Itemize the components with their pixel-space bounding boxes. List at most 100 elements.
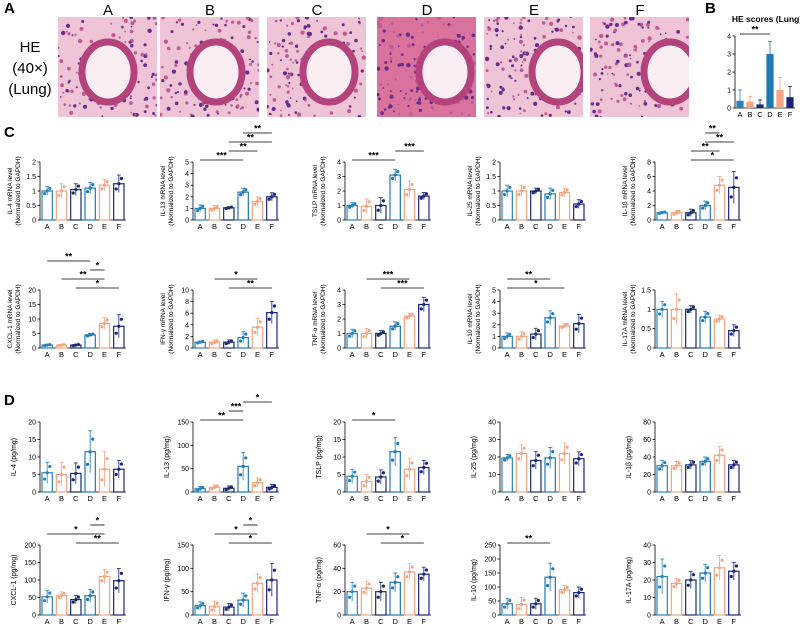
significance-label: ***	[231, 402, 242, 412]
data-point	[88, 594, 92, 598]
data-point	[577, 202, 581, 206]
data-point	[672, 317, 676, 321]
data-point	[117, 182, 121, 186]
y-tick-label: 5	[337, 472, 341, 479]
significance-label: **	[751, 25, 759, 35]
data-point	[720, 315, 724, 319]
data-point	[212, 340, 217, 344]
data-point	[574, 327, 578, 331]
data-point	[71, 478, 75, 482]
data-point	[732, 329, 736, 333]
x-tick-label: B	[364, 617, 369, 626]
significance-label: *	[711, 151, 715, 161]
x-tick-label: C	[378, 222, 384, 231]
data-point	[201, 601, 205, 606]
data-point	[502, 336, 507, 341]
y-tick-label: 1	[727, 88, 731, 95]
x-tick-label: B	[59, 617, 64, 626]
data-point	[660, 307, 664, 311]
y-tick-label: 0	[337, 346, 341, 353]
x-tick-label: A	[350, 222, 355, 231]
data-point	[117, 324, 121, 328]
data-point	[267, 588, 271, 592]
data-point	[45, 471, 49, 475]
data-point	[85, 334, 90, 338]
data-point	[674, 464, 679, 468]
data-point	[424, 192, 429, 196]
data-point	[715, 458, 719, 463]
data-point	[71, 191, 75, 195]
data-point	[734, 460, 739, 464]
x-tick-label: A	[45, 617, 50, 626]
y-tick-label: 40	[643, 455, 651, 462]
he-row-label-line: HE	[19, 39, 41, 56]
panel-letter-d: D	[4, 392, 15, 409]
data-point	[270, 485, 274, 489]
y-tick-label: 0	[185, 490, 189, 497]
data-point	[62, 185, 66, 189]
data-point	[210, 487, 214, 491]
data-point	[119, 317, 124, 321]
data-point	[367, 582, 371, 586]
y-tick-label: 5	[32, 472, 36, 479]
y-tick-label: 10	[643, 595, 651, 602]
data-point	[720, 178, 724, 182]
data-point	[545, 320, 550, 324]
x-tick-label: D	[547, 350, 553, 359]
y-tick-label: 1	[337, 331, 341, 338]
data-point	[579, 316, 584, 320]
y-tick-label: 3	[727, 52, 731, 59]
y-tick-label: 50	[181, 466, 189, 473]
x-tick-label: D	[87, 617, 93, 626]
data-point	[381, 199, 386, 203]
x-tick-label: F	[732, 222, 737, 231]
data-point	[393, 173, 397, 177]
y-tick-label: 0	[647, 346, 651, 353]
x-tick-label: D	[767, 110, 773, 119]
data-point	[577, 457, 581, 461]
y-tick-label: 0	[32, 613, 36, 620]
data-point	[548, 316, 552, 320]
data-point	[85, 597, 90, 602]
y-tick-label: 1.5	[486, 174, 496, 181]
x-tick-label: F	[117, 617, 122, 626]
data-point	[522, 598, 526, 602]
data-point	[390, 327, 395, 331]
data-point	[364, 331, 369, 336]
data-point	[424, 298, 429, 302]
data-point	[565, 188, 569, 192]
x-tick-label: E	[717, 222, 722, 231]
data-point	[672, 466, 676, 470]
x-tick-label: D	[547, 222, 553, 231]
x-tick-label: E	[717, 494, 722, 503]
data-point	[258, 478, 262, 482]
y-tick-label: 20	[643, 578, 651, 585]
x-tick-label: B	[212, 617, 217, 626]
x-tick-label: B	[519, 350, 524, 359]
data-point	[720, 558, 724, 563]
data-point	[85, 189, 90, 194]
significance-label: ***	[216, 151, 227, 161]
data-point	[255, 581, 260, 585]
data-point	[381, 471, 386, 475]
x-tick-label: B	[674, 222, 679, 231]
x-tick-label: B	[59, 494, 64, 503]
data-point	[59, 593, 64, 598]
y-axis-label: (Normalized to GAPDH)	[630, 284, 637, 353]
data-point	[379, 203, 383, 208]
he-column-label: D	[421, 2, 433, 19]
data-point	[244, 594, 248, 598]
data-point	[706, 201, 710, 205]
y-axis-label: IFN-γ (pg/mg)	[164, 558, 171, 601]
x-tick-label: E	[562, 222, 567, 231]
x-tick-label: A	[198, 222, 203, 231]
data-point	[579, 199, 584, 204]
x-tick-label: C	[688, 222, 694, 231]
x-tick-label: B	[212, 494, 217, 503]
y-tick-label: 150	[484, 571, 496, 578]
data-point	[424, 568, 429, 572]
data-point	[560, 193, 564, 197]
y-axis-label: IL-10 (pg/mg)	[471, 559, 478, 601]
significance-label: **	[65, 252, 73, 262]
significance-label: *	[249, 534, 253, 544]
